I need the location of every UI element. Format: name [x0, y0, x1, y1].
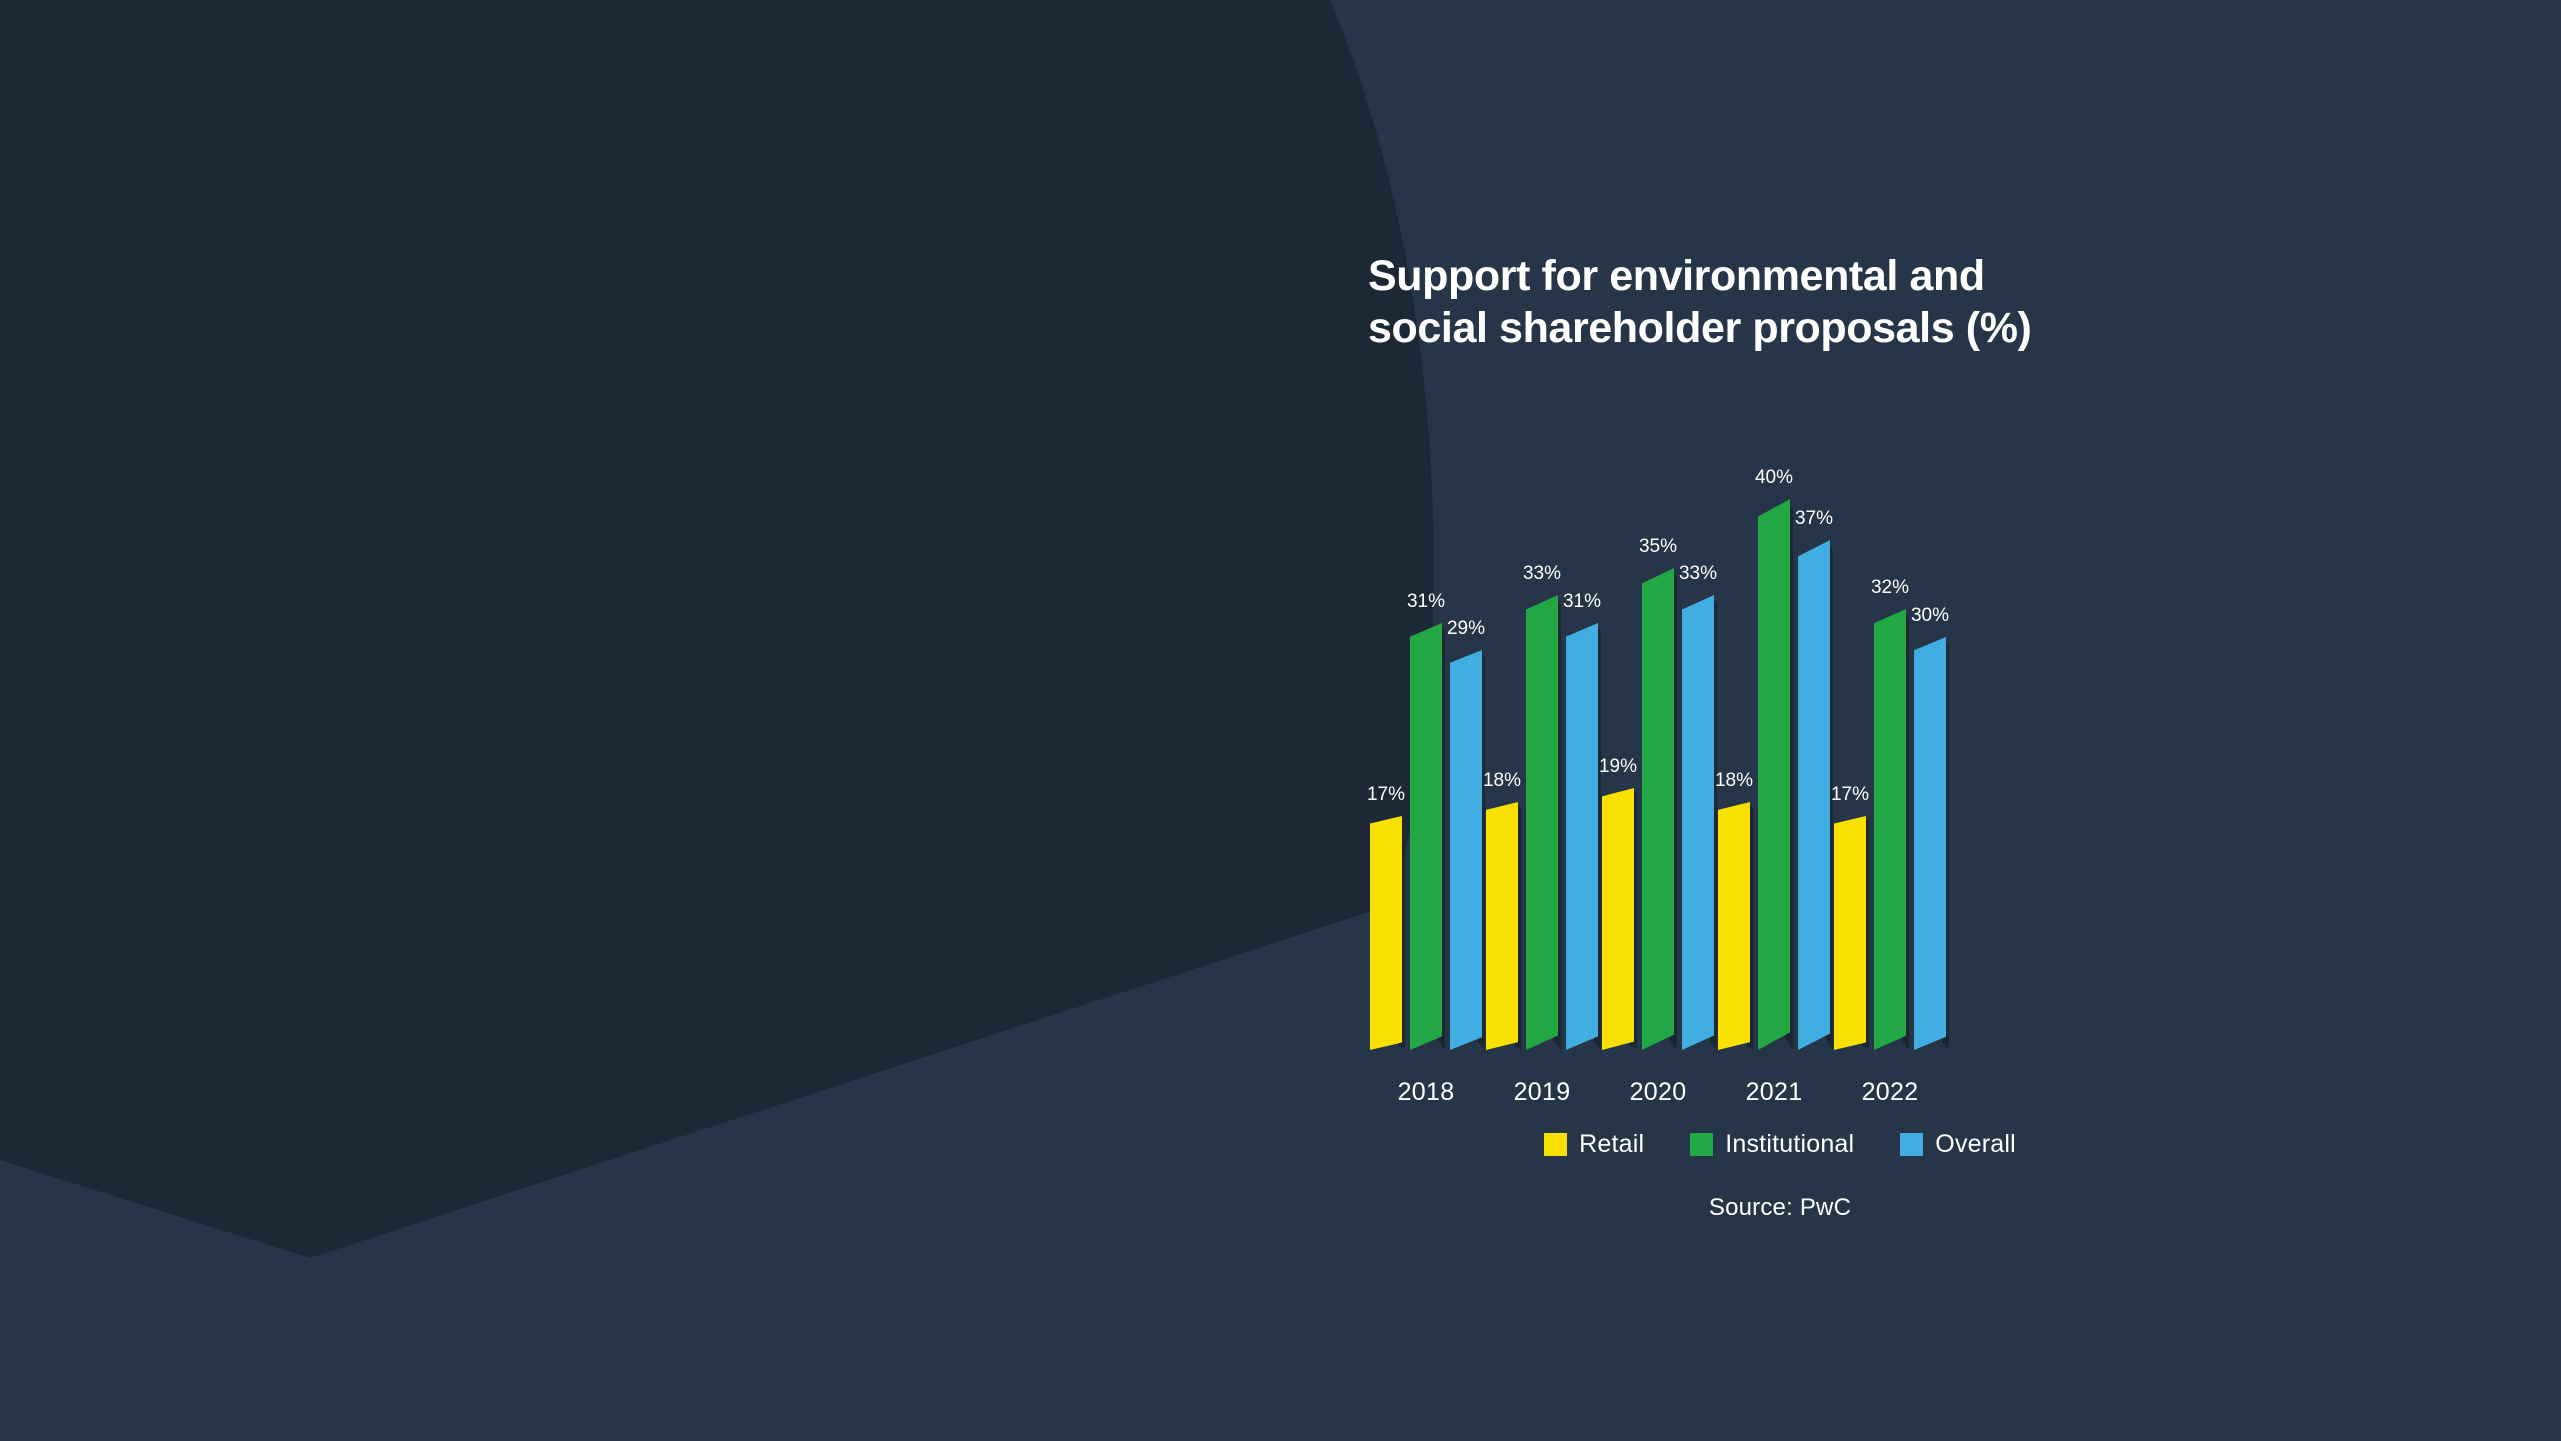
- bar-value-label: 18%: [1714, 770, 1754, 791]
- bar-institutional-2021[interactable]: 40%: [1754, 430, 1794, 1050]
- bar-overall-2019[interactable]: 31%: [1562, 430, 1602, 1050]
- source-label: Source: PwC: [1708, 1194, 1852, 1221]
- bar-group-2021: 18% 40% 37%: [1714, 430, 1834, 1050]
- x-axis-label-2018: 2018: [1397, 1078, 1455, 1106]
- bar-group-2018: 17% 31% 29%: [1366, 430, 1486, 1050]
- bar-overall-2021[interactable]: 37%: [1794, 430, 1834, 1050]
- bar-face: [1642, 568, 1674, 1050]
- bar-value-label: 33%: [1522, 563, 1562, 584]
- bar-face: [1914, 637, 1946, 1050]
- bar-overall-2018[interactable]: 29%: [1446, 430, 1486, 1050]
- chart-title: Support for environmental and social shar…: [1368, 252, 2032, 353]
- legend-swatch-icon: [1690, 1133, 1714, 1156]
- bar-face: [1450, 650, 1482, 1050]
- x-axis-label-2019: 2019: [1513, 1078, 1571, 1106]
- bar-value-label: 19%: [1598, 756, 1638, 777]
- bar-face: [1758, 499, 1790, 1050]
- bar-institutional-2020[interactable]: 35%: [1638, 430, 1678, 1050]
- bar-value-label: 31%: [1562, 591, 1602, 612]
- chart-legend: Retail Institutional Overall: [1340, 1130, 2220, 1159]
- bar-group-2022: 17% 32% 30%: [1830, 430, 1950, 1050]
- bar-value-label: 35%: [1638, 536, 1678, 557]
- bar-retail-2021[interactable]: 18%: [1714, 430, 1754, 1050]
- bar-overall-2022[interactable]: 30%: [1910, 430, 1950, 1050]
- legend-label: Overall: [1935, 1130, 2016, 1158]
- legend-swatch-icon: [1544, 1133, 1568, 1156]
- bar-face: [1410, 623, 1442, 1050]
- bar-value-label: 18%: [1482, 770, 1522, 791]
- bar-value-label: 30%: [1910, 605, 1950, 626]
- bar-face: [1798, 540, 1830, 1050]
- bar-group-2019: 18% 33% 31%: [1482, 430, 1602, 1050]
- bar-value-label: 32%: [1870, 577, 1910, 598]
- bar-retail-2018[interactable]: 17%: [1366, 430, 1406, 1050]
- x-axis-label-2022: 2022: [1861, 1078, 1919, 1106]
- bar-face: [1486, 802, 1518, 1050]
- bar-value-label: 31%: [1406, 591, 1446, 612]
- legend-label: Retail: [1579, 1130, 1645, 1158]
- bar-institutional-2018[interactable]: 31%: [1406, 430, 1446, 1050]
- bar-face: [1874, 609, 1906, 1050]
- bar-face: [1566, 623, 1598, 1050]
- bar-retail-2020[interactable]: 19%: [1598, 430, 1638, 1050]
- bar-value-label: 37%: [1794, 508, 1834, 529]
- bar-institutional-2022[interactable]: 32%: [1870, 430, 1910, 1050]
- bar-value-label: 40%: [1754, 467, 1794, 488]
- bar-value-label: 17%: [1830, 784, 1870, 805]
- plot-area: 17% 31% 29% 2018 18% 33% 31% 2019 19% 35% 33% 2020 1…: [1340, 430, 2220, 1106]
- bar-face: [1370, 816, 1402, 1050]
- legend-swatch-icon: [1900, 1133, 1924, 1156]
- chart-panel: Support for environmental and social shar…: [1340, 250, 2220, 1240]
- bar-retail-2022[interactable]: 17%: [1830, 430, 1870, 1050]
- bar-value-label: 17%: [1366, 784, 1406, 805]
- bar-face: [1834, 816, 1866, 1050]
- bar-overall-2020[interactable]: 33%: [1678, 430, 1718, 1050]
- legend-item-overall[interactable]: Overall: [1900, 1130, 2016, 1159]
- bar-face: [1718, 802, 1750, 1050]
- x-axis-label-2020: 2020: [1629, 1078, 1687, 1106]
- bar-face: [1602, 788, 1634, 1050]
- bar-retail-2019[interactable]: 18%: [1482, 430, 1522, 1050]
- legend-label: Institutional: [1725, 1130, 1855, 1158]
- legend-item-institutional[interactable]: Institutional: [1690, 1130, 1854, 1159]
- x-axis-label-2021: 2021: [1745, 1078, 1803, 1106]
- bar-group-2020: 19% 35% 33%: [1598, 430, 1718, 1050]
- background-overlay-shape: [0, 0, 1434, 1258]
- bar-face: [1526, 595, 1558, 1050]
- bar-institutional-2019[interactable]: 33%: [1522, 430, 1562, 1050]
- legend-item-retail[interactable]: Retail: [1544, 1130, 1644, 1159]
- bar-face: [1682, 595, 1714, 1050]
- bar-value-label: 33%: [1678, 563, 1718, 584]
- bar-value-label: 29%: [1446, 618, 1486, 639]
